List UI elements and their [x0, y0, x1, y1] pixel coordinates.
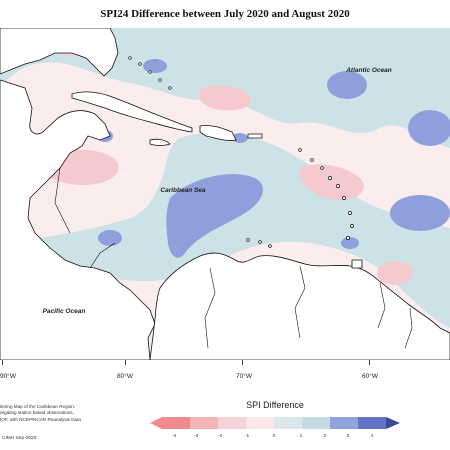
legend-tick: 4: [370, 434, 374, 439]
legend-tick: 1: [299, 434, 303, 439]
legend-swatch: [330, 417, 358, 429]
legend: SPI Difference -4 -3 -2 -1 0 1 2 3 4: [150, 400, 400, 445]
pacific-ocean-label: Pacific Ocean: [43, 308, 86, 315]
tick-mark: [125, 360, 126, 365]
legend-arrow-right: [386, 417, 400, 429]
tick-label-90w: 90°W: [0, 373, 16, 380]
legend-swatch: [358, 417, 386, 429]
longitude-axis: 90°W 80°W 70°W 60°W: [0, 360, 450, 388]
caribbean-sea-label: Caribbean Sea: [160, 187, 206, 194]
tick-label-60w: 60°W: [362, 373, 378, 380]
spi-difference-map: Atlantic Ocean Caribbean Sea Pacific Oce…: [0, 28, 450, 360]
legend-swatch: [162, 417, 190, 429]
jamaica-land: [149, 138, 171, 146]
hispaniola-land: [199, 125, 237, 141]
legend-colorbar: [150, 417, 400, 429]
legend-title: SPI Difference: [246, 400, 304, 410]
legend-tick: -3: [193, 434, 199, 439]
legend-tick: 2: [323, 434, 327, 439]
tick-label-70w: 70°W: [236, 373, 252, 380]
credit-line-2: regating station based observations,: [0, 410, 74, 416]
legend-tick: -4: [171, 434, 177, 439]
country-borders: [54, 167, 413, 349]
legend-tick: 3: [346, 434, 350, 439]
map-title: SPI24 Difference between July 2020 and A…: [100, 8, 350, 20]
legend-tick: 0: [272, 434, 276, 439]
credit-line-1: itoring Map of the Caribbean Region.: [0, 404, 76, 409]
puerto-rico-land: [247, 133, 263, 139]
legend-swatch: [246, 417, 274, 429]
map-canvas: Atlantic Ocean Caribbean Sea Pacific Oce…: [0, 28, 450, 360]
tick-mark: [242, 360, 243, 365]
mexico-land: [0, 79, 156, 360]
trinidad-land: [351, 259, 363, 269]
credit-line-3: IOF, with NCEP/NCAR Reanalysis Data: [0, 416, 81, 422]
tick-label-80w: 80°W: [117, 373, 133, 380]
legend-swatch: [302, 417, 330, 429]
date-stamp: CIMH Sep-2020: [2, 436, 37, 441]
legend-arrow-left: [150, 417, 162, 429]
land-masses: [0, 28, 450, 360]
legend-tick: -2: [217, 434, 223, 439]
legend-swatch: [218, 417, 246, 429]
legend-swatch: [190, 417, 218, 429]
lesser-antilles: [128, 56, 354, 248]
legend-swatch: [274, 417, 302, 429]
cuba-land: [71, 91, 193, 133]
florida-land: [0, 28, 119, 77]
blue-regions: [97, 59, 450, 346]
tick-mark: [369, 360, 370, 365]
tick-mark: [2, 360, 3, 365]
legend-tick: -1: [244, 434, 250, 439]
atlantic-ocean-label: Atlantic Ocean: [345, 67, 392, 74]
credits-text: itoring Map of the Caribbean Region. reg…: [0, 404, 140, 423]
